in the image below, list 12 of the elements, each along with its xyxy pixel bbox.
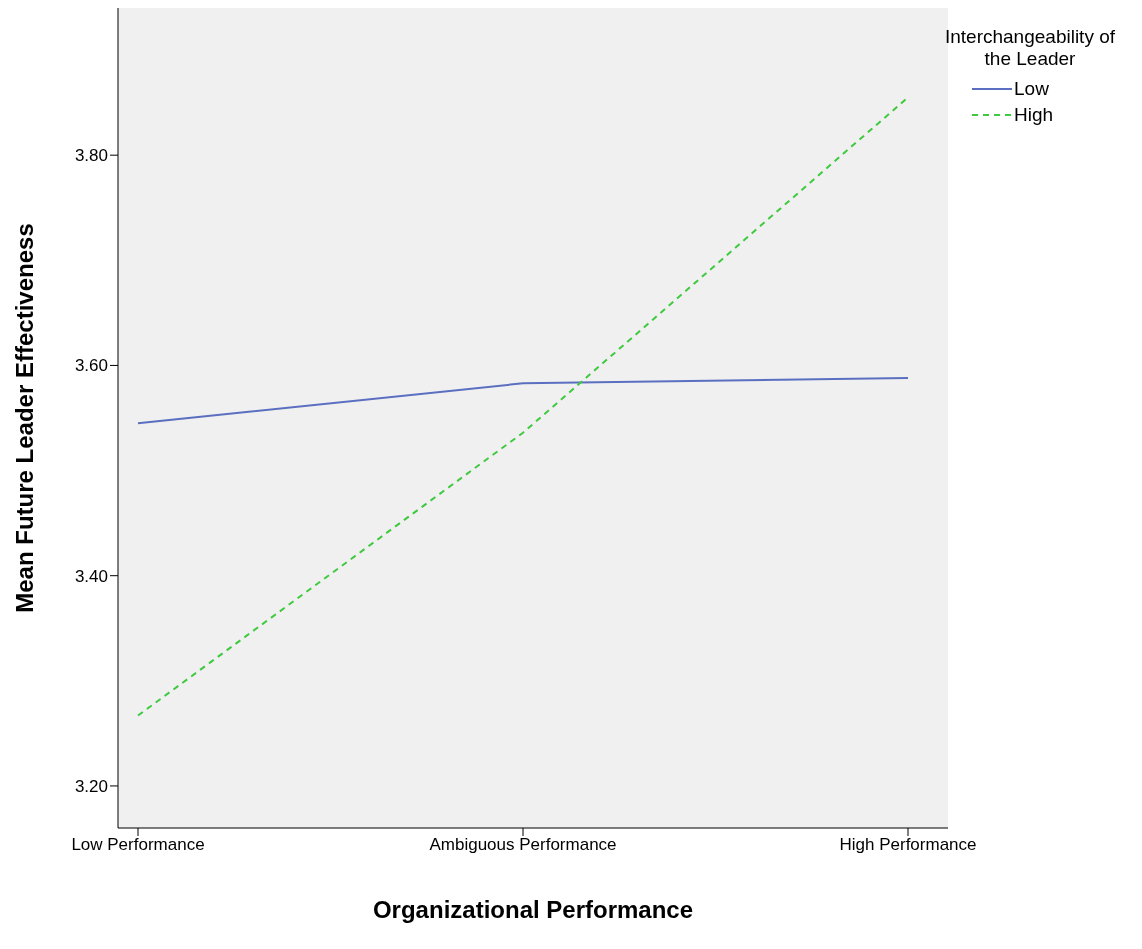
legend-label: Low — [1014, 78, 1049, 100]
y-axis-title: Mean Future Leader Effectiveness — [10, 223, 38, 613]
y-tick-label: 3.40 — [74, 566, 108, 586]
x-tick-label: High Performance — [839, 835, 977, 855]
legend-label: High — [1014, 104, 1054, 126]
x-tick-label: Ambiguous Performance — [429, 835, 617, 855]
legend-title: Interchangeability of the Leader — [943, 26, 1117, 70]
x-tick-label: Low Performance — [71, 835, 205, 855]
y-tick-label: 3.20 — [74, 776, 108, 796]
y-tick-label: 3.60 — [74, 356, 108, 376]
x-axis-title: Organizational Performance — [372, 896, 694, 923]
y-tick-label: 3.80 — [74, 146, 108, 166]
